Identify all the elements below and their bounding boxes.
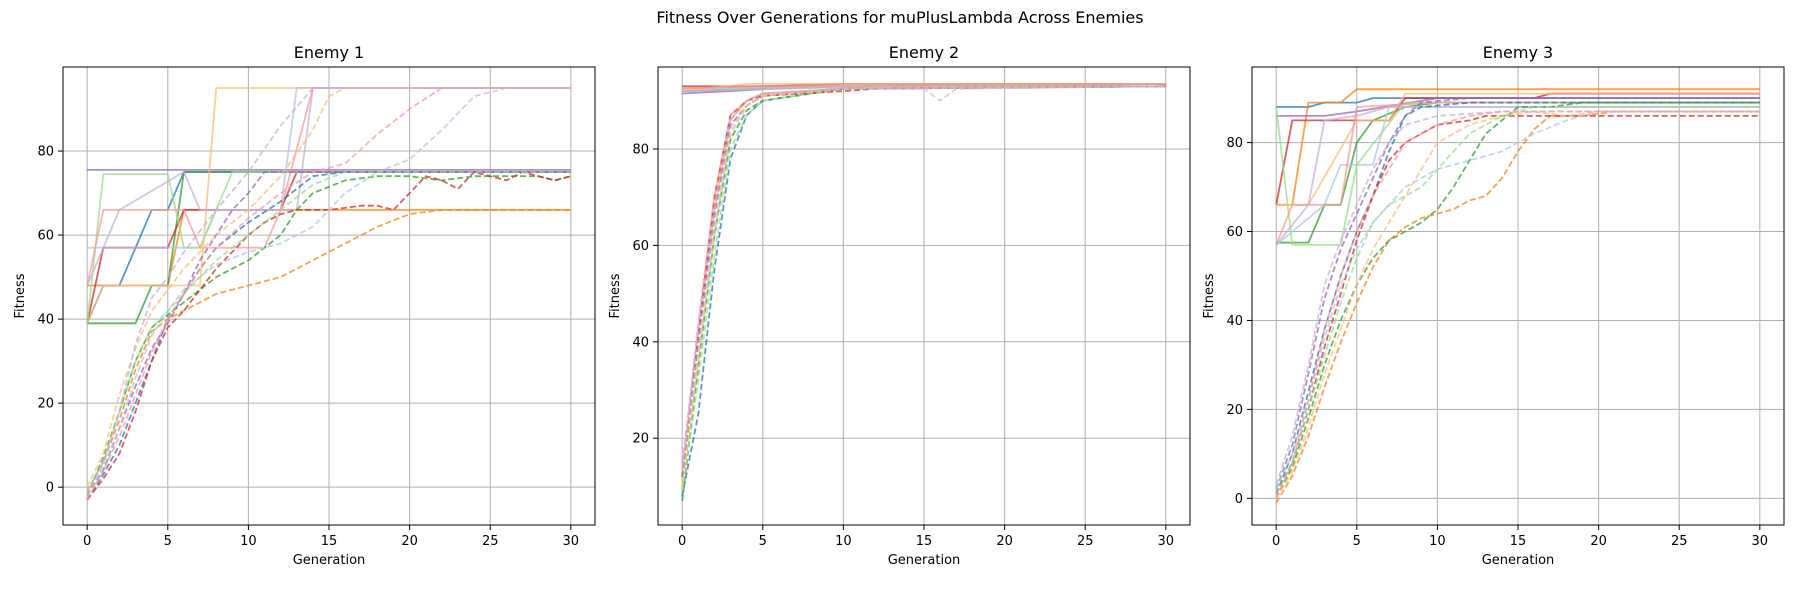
chart-panel-3: 0 5 10 15 20 25 30 0 20 40 60 80 Enemy 3 Generation Fi… bbox=[1202, 43, 1785, 568]
series-line-20 bbox=[681, 85, 1166, 463]
x-tick-label: 20 bbox=[996, 534, 1013, 549]
x-tick-label: 15 bbox=[321, 534, 338, 549]
x-tick-label: 5 bbox=[1353, 534, 1361, 549]
y-tick-label: 80 bbox=[632, 142, 649, 157]
series-line-19 bbox=[86, 87, 571, 501]
series-line-9 bbox=[682, 83, 1166, 90]
x-axis-label: Generation bbox=[888, 553, 961, 568]
series-line-20 bbox=[86, 87, 571, 496]
y-tick-label: 20 bbox=[37, 397, 54, 412]
y-tick-label: 40 bbox=[37, 313, 54, 328]
y-tick-label: 40 bbox=[632, 335, 649, 350]
x-tick-label: 25 bbox=[1077, 534, 1094, 549]
x-tick-label: 5 bbox=[164, 534, 172, 549]
series-line-12 bbox=[1275, 110, 1760, 504]
x-tick-label: 10 bbox=[1429, 534, 1446, 549]
series-line-15 bbox=[681, 85, 1166, 477]
series-line-20 bbox=[1275, 110, 1760, 486]
series-line-17 bbox=[86, 87, 571, 488]
x-tick-label: 15 bbox=[1510, 534, 1527, 549]
x-axis-label: Generation bbox=[293, 553, 366, 568]
x-tick-label: 0 bbox=[1272, 534, 1280, 549]
chart-title: Enemy 2 bbox=[889, 43, 959, 62]
series-line-17 bbox=[681, 85, 1166, 487]
series-group bbox=[86, 87, 572, 501]
series-line-9 bbox=[86, 87, 571, 286]
x-tick-label: 30 bbox=[1752, 534, 1769, 549]
x-tick-label: 0 bbox=[678, 534, 686, 549]
chart-panel-1: 0 5 10 15 20 25 30 0 20 40 60 80 Enemy 1 Generation Fi… bbox=[13, 43, 596, 568]
x-tick-label: 25 bbox=[482, 534, 499, 549]
chart-panel-2: 0 5 10 15 20 25 30 20 40 60 80 Enemy 2 Generation Fit… bbox=[608, 43, 1191, 568]
x-tick-label: 5 bbox=[759, 534, 767, 549]
figure-title: Fitness Over Generations for muPlusLambd… bbox=[656, 8, 1144, 27]
series-line-10 bbox=[1275, 106, 1760, 246]
series-line-19 bbox=[681, 85, 1166, 473]
series-line-8 bbox=[86, 171, 571, 324]
series-line-16 bbox=[86, 87, 571, 497]
x-tick-label: 20 bbox=[401, 534, 418, 549]
series-line-15 bbox=[1275, 97, 1760, 490]
y-tick-label: 60 bbox=[37, 229, 54, 244]
y-tick-label: 40 bbox=[1226, 314, 1243, 329]
x-tick-label: 0 bbox=[83, 534, 91, 549]
series-line-19 bbox=[1275, 110, 1760, 499]
y-tick-label: 20 bbox=[632, 432, 649, 447]
chart-title: Enemy 3 bbox=[1483, 43, 1553, 62]
y-axis-label: Fitness bbox=[13, 273, 28, 318]
chart-title: Enemy 1 bbox=[294, 43, 364, 62]
y-tick-label: 0 bbox=[1235, 492, 1243, 507]
series-line-16 bbox=[1275, 110, 1760, 490]
grid bbox=[63, 67, 595, 525]
series-line-11 bbox=[86, 171, 571, 501]
y-tick-label: 0 bbox=[46, 481, 54, 496]
series-line-17 bbox=[1275, 110, 1760, 499]
y-tick-label: 60 bbox=[1226, 225, 1243, 240]
y-tick-label: 80 bbox=[1226, 136, 1243, 151]
x-tick-label: 25 bbox=[1671, 534, 1688, 549]
x-tick-label: 30 bbox=[1158, 534, 1175, 549]
series-line-18 bbox=[86, 171, 571, 492]
series-line-13 bbox=[1275, 101, 1760, 499]
y-tick-label: 20 bbox=[1226, 403, 1243, 418]
y-axis-label: Fitness bbox=[608, 273, 623, 318]
x-tick-label: 20 bbox=[1590, 534, 1607, 549]
series-group bbox=[681, 83, 1166, 502]
x-tick-label: 10 bbox=[835, 534, 852, 549]
x-tick-label: 30 bbox=[563, 534, 580, 549]
x-axis-label: Generation bbox=[1482, 553, 1555, 568]
x-tick-label: 10 bbox=[240, 534, 257, 549]
series-line-12 bbox=[86, 209, 571, 492]
series-line-18 bbox=[681, 85, 1166, 492]
series-group bbox=[1275, 88, 1760, 504]
y-tick-label: 60 bbox=[632, 239, 649, 254]
series-line-13 bbox=[86, 175, 572, 496]
grid bbox=[1252, 67, 1784, 525]
series-line-18 bbox=[1275, 106, 1760, 495]
x-tick-label: 15 bbox=[916, 534, 933, 549]
y-tick-label: 80 bbox=[37, 145, 54, 160]
y-axis-label: Fitness bbox=[1202, 273, 1217, 318]
grid bbox=[658, 67, 1190, 525]
series-line-11 bbox=[1275, 101, 1760, 495]
